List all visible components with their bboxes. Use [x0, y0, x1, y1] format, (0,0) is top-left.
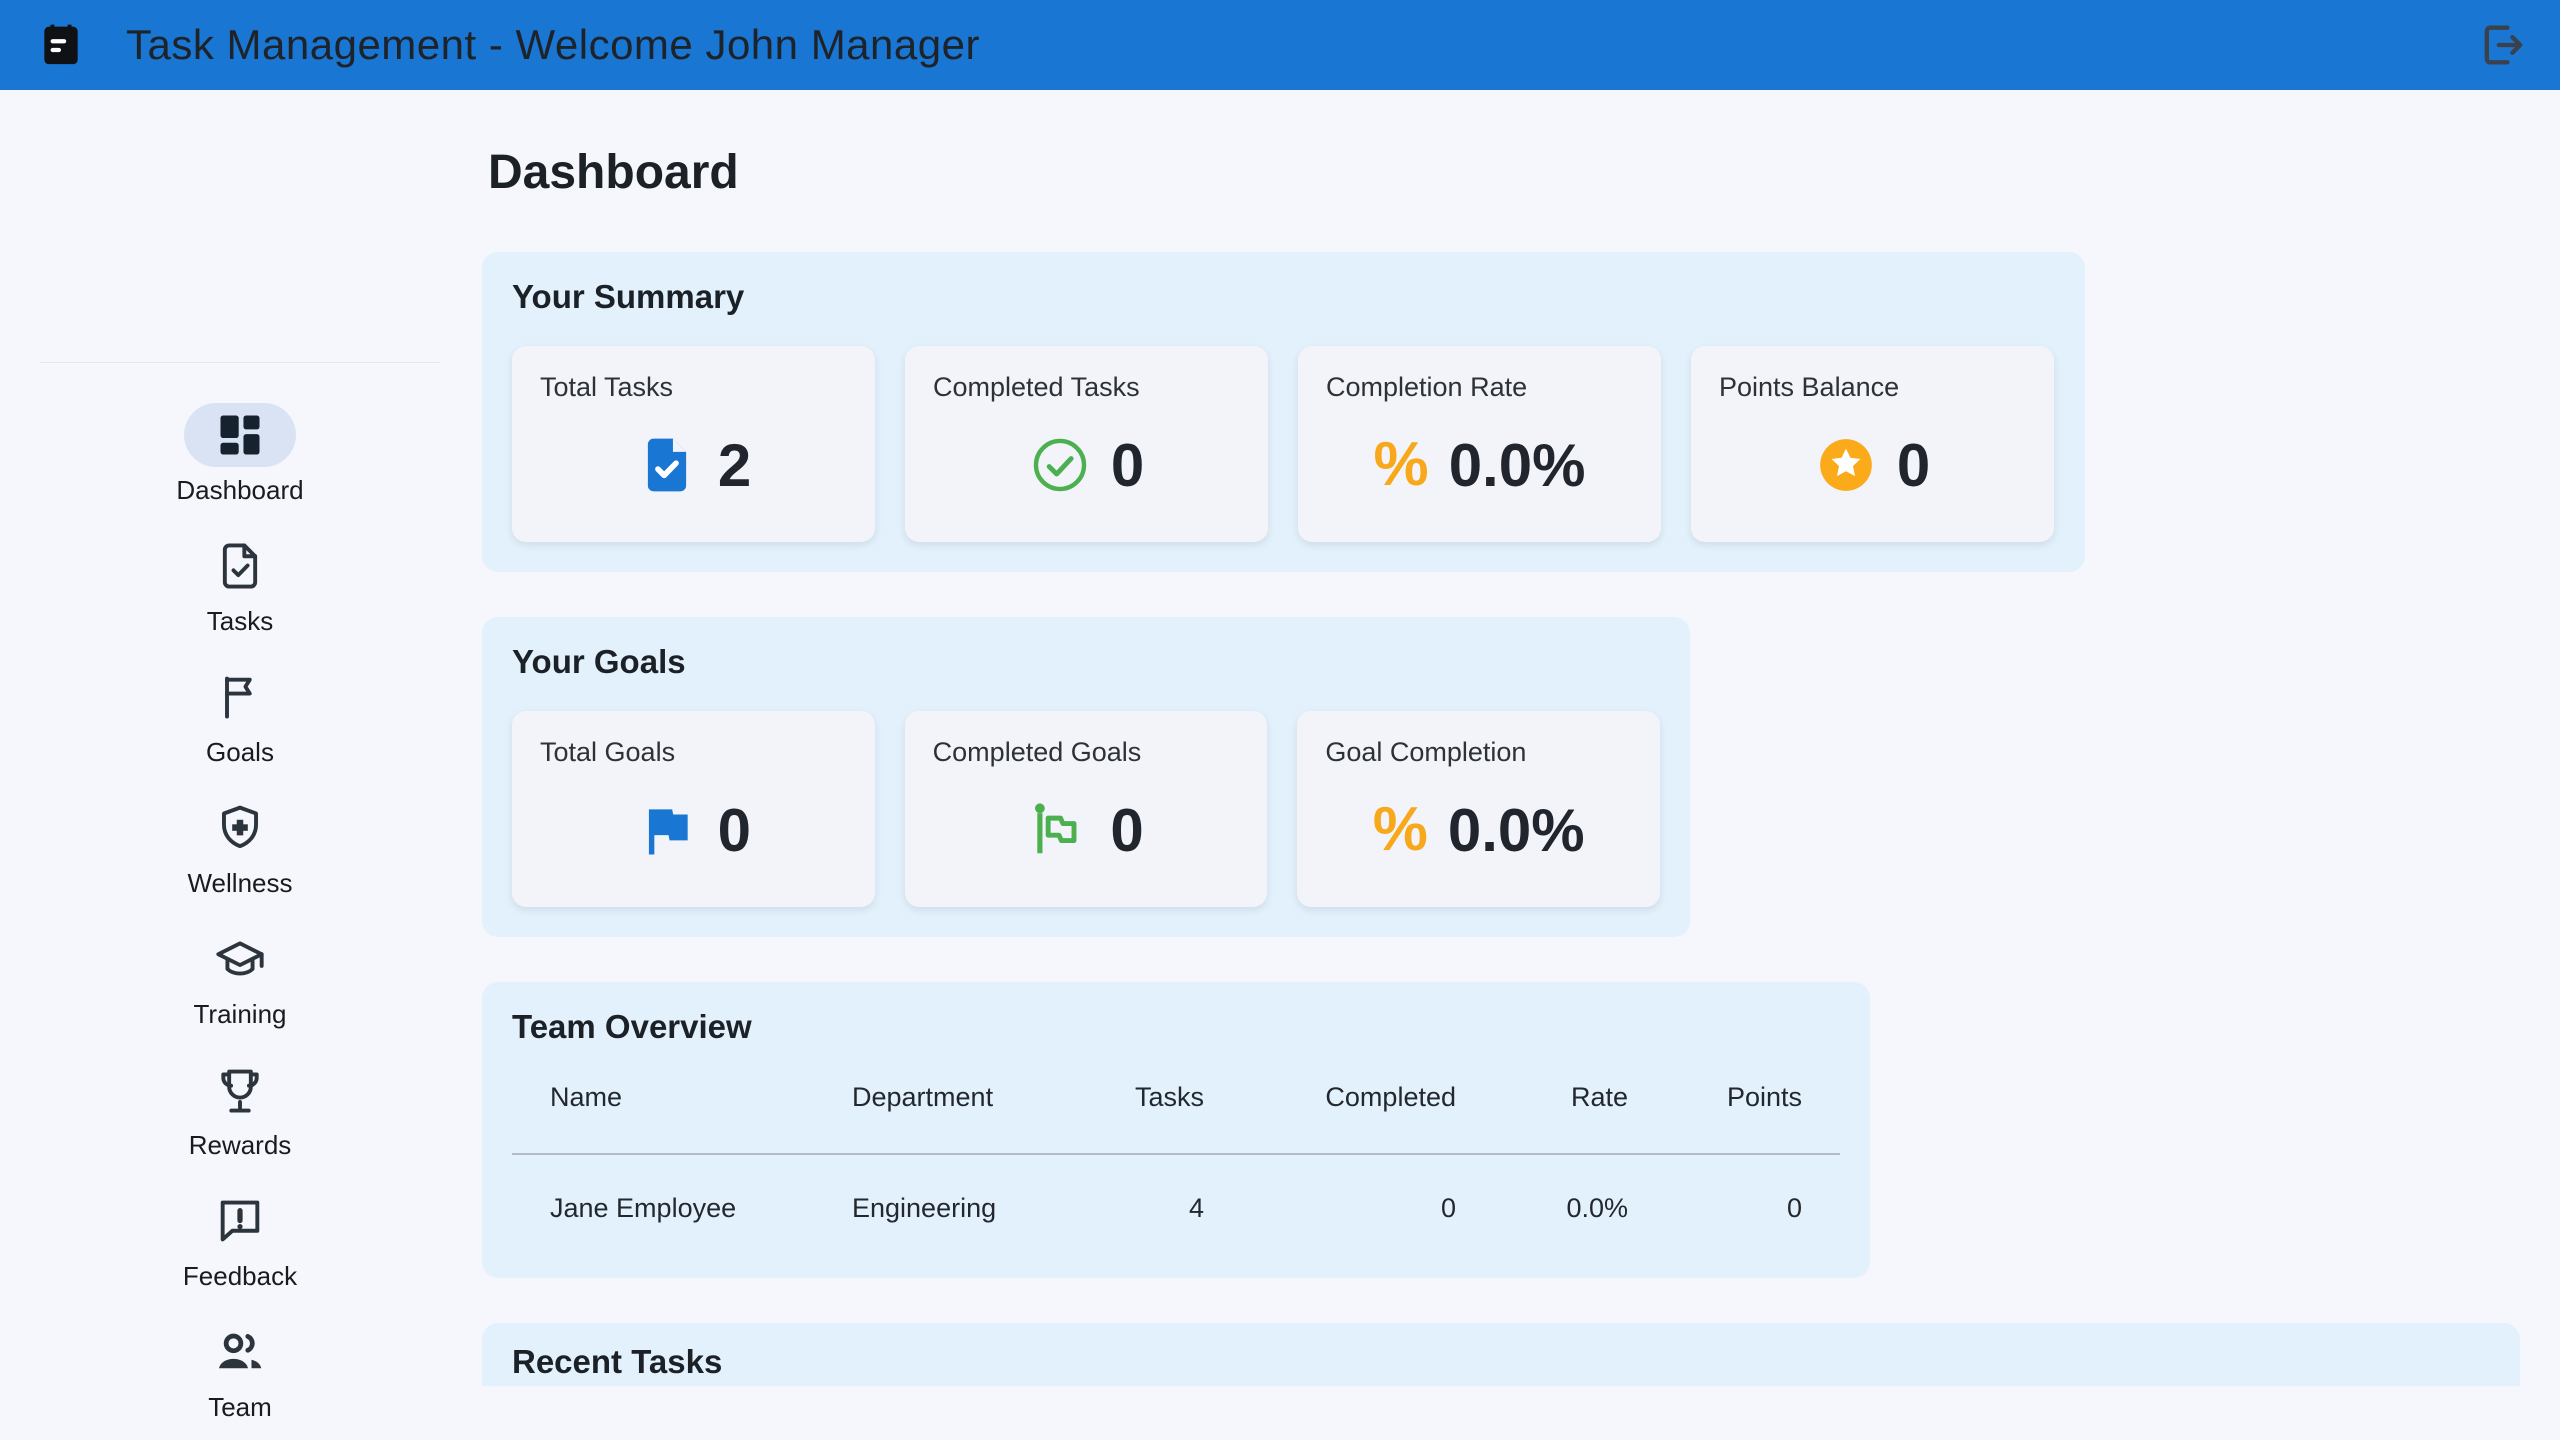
sidebar-item-label: Feedback	[183, 1261, 297, 1292]
cell-name: Jane Employee	[512, 1154, 852, 1264]
table-row: Jane Employee Engineering 4 0 0.0% 0	[512, 1154, 1840, 1264]
sidebar-item-feedback[interactable]: Feedback	[183, 1189, 297, 1292]
dashboard-icon	[184, 403, 296, 467]
rewards-icon	[184, 1058, 296, 1122]
cell-tasks: 4	[1092, 1154, 1204, 1264]
stat-value: 2	[718, 431, 751, 500]
column-header-tasks: Tasks	[1092, 1076, 1204, 1154]
cell-completed: 0	[1204, 1154, 1456, 1264]
flag-filled-icon	[636, 799, 698, 861]
cell-department: Engineering	[852, 1154, 1092, 1264]
page-title: Dashboard	[488, 145, 2560, 200]
goals-heading: Your Goals	[512, 643, 1660, 681]
sidebar-item-label: Wellness	[187, 868, 292, 899]
percent-icon: %	[1374, 434, 1429, 496]
logout-icon	[2476, 19, 2528, 71]
summary-panel: Your Summary Total Tasks 2 Completed Ta	[482, 252, 2085, 572]
wellness-icon	[184, 796, 296, 860]
sidebar-item-tasks[interactable]: Tasks	[184, 534, 296, 637]
team-overview-panel: Team Overview Name Department Tasks Comp…	[482, 982, 1870, 1278]
sidebar-nav: Dashboard Tasks	[40, 362, 440, 1423]
summary-heading: Your Summary	[512, 278, 2055, 316]
team-table-header-row: Name Department Tasks Completed Rate Poi…	[512, 1076, 1840, 1154]
tasks-icon	[184, 534, 296, 598]
stat-label: Points Balance	[1719, 372, 2026, 403]
stat-value: 0	[1110, 796, 1143, 865]
check-circle-icon	[1029, 434, 1091, 496]
stat-value: 0	[1111, 431, 1144, 500]
percent-icon: %	[1373, 799, 1428, 861]
stat-card-completed-tasks: Completed Tasks 0	[905, 346, 1268, 542]
stat-label: Completed Tasks	[933, 372, 1240, 403]
stat-label: Completed Goals	[933, 737, 1240, 768]
goals-cards: Total Goals 0 Completed Goals	[512, 711, 1660, 907]
goals-panel: Your Goals Total Goals 0 Completed Goals	[482, 617, 1690, 937]
sidebar-item-label: Tasks	[207, 606, 273, 637]
calendar-icon	[36, 20, 86, 70]
summary-cards: Total Tasks 2 Completed Tasks	[512, 346, 2055, 542]
flag-outline-icon	[1028, 799, 1090, 861]
stat-card-completed-goals: Completed Goals 0	[905, 711, 1268, 907]
sidebar-item-wellness[interactable]: Wellness	[184, 796, 296, 899]
sidebar-item-team[interactable]: Team	[184, 1320, 296, 1423]
stat-value: 0.0%	[1449, 431, 1586, 500]
header-title: Task Management - Welcome John Manager	[126, 21, 980, 69]
stat-card-total-tasks: Total Tasks 2	[512, 346, 875, 542]
app-header: Task Management - Welcome John Manager	[0, 0, 2560, 90]
recent-tasks-heading: Recent Tasks	[512, 1343, 2490, 1381]
feedback-icon	[184, 1189, 296, 1253]
stat-value: 0.0%	[1448, 796, 1585, 865]
sidebar-item-label: Goals	[206, 737, 274, 768]
stat-card-completion-rate: Completion Rate % 0.0%	[1298, 346, 1661, 542]
sidebar-item-goals[interactable]: Goals	[184, 665, 296, 768]
sidebar: Dashboard Tasks	[0, 90, 440, 1440]
training-icon	[184, 927, 296, 991]
sidebar-item-label: Training	[194, 999, 287, 1030]
sidebar-item-dashboard[interactable]: Dashboard	[176, 403, 303, 506]
sidebar-item-label: Dashboard	[176, 475, 303, 506]
main-content: Dashboard Your Summary Total Tasks 2	[440, 90, 2560, 1440]
stat-card-points-balance: Points Balance 0	[1691, 346, 2054, 542]
column-header-rate: Rate	[1456, 1076, 1628, 1154]
stat-card-total-goals: Total Goals 0	[512, 711, 875, 907]
stat-label: Total Tasks	[540, 372, 847, 403]
recent-tasks-panel: Recent Tasks	[482, 1323, 2520, 1386]
logout-button[interactable]	[2474, 17, 2530, 73]
task-file-icon	[636, 434, 698, 496]
column-header-completed: Completed	[1204, 1076, 1456, 1154]
stat-value: 0	[1897, 431, 1930, 500]
team-overview-heading: Team Overview	[512, 1008, 1840, 1046]
column-header-name: Name	[512, 1076, 852, 1154]
stat-label: Total Goals	[540, 737, 847, 768]
stat-label: Completion Rate	[1326, 372, 1633, 403]
sidebar-item-label: Rewards	[189, 1130, 292, 1161]
goals-icon	[184, 665, 296, 729]
team-table: Name Department Tasks Completed Rate Poi…	[512, 1076, 1840, 1264]
sidebar-item-rewards[interactable]: Rewards	[184, 1058, 296, 1161]
cell-points: 0	[1628, 1154, 1840, 1264]
sidebar-item-label: Team	[208, 1392, 272, 1423]
team-icon	[184, 1320, 296, 1384]
sidebar-item-training[interactable]: Training	[184, 927, 296, 1030]
column-header-department: Department	[852, 1076, 1092, 1154]
column-header-points: Points	[1628, 1076, 1840, 1154]
stat-label: Goal Completion	[1325, 737, 1632, 768]
stat-value: 0	[718, 796, 751, 865]
cell-rate: 0.0%	[1456, 1154, 1628, 1264]
star-badge-icon	[1815, 434, 1877, 496]
stat-card-goal-completion: Goal Completion % 0.0%	[1297, 711, 1660, 907]
